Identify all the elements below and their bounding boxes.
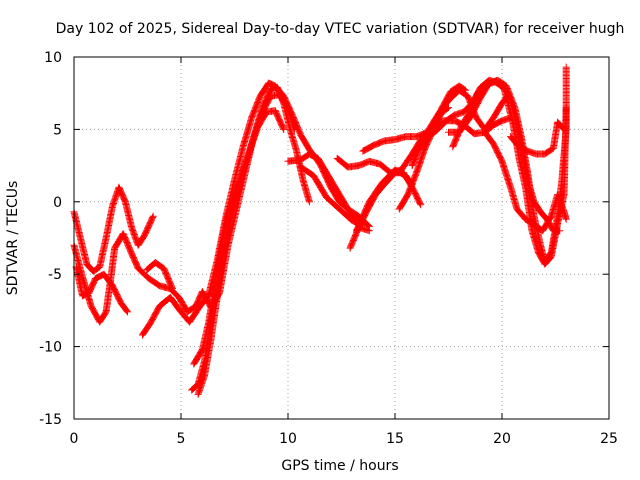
series-track-7 (194, 107, 288, 398)
data-marks (430, 82, 470, 129)
series-track-8 (190, 191, 238, 368)
plot-frame (73, 56, 610, 420)
data-marks (481, 128, 570, 235)
x-tick-label: 0 (70, 431, 79, 447)
y-tick-label: -15 (39, 412, 62, 428)
data-marks (143, 259, 176, 293)
series-track-21 (408, 76, 502, 170)
x-tick-label: 5 (177, 431, 186, 447)
y-tick-label: 0 (53, 195, 62, 211)
data-marks (507, 118, 568, 158)
data-marks (353, 166, 416, 235)
data-series (70, 63, 570, 398)
series-track-10 (297, 163, 367, 229)
series-track-5 (143, 259, 176, 293)
y-axis-label: SDTVAR / TECUs (5, 181, 21, 296)
data-marks (297, 163, 367, 229)
grid (74, 57, 609, 419)
data-marks (408, 76, 502, 170)
axis-ticks: 0 5 10 15 20 25 -15 -10 -5 0 5 10 (39, 50, 618, 447)
data-marks (194, 107, 288, 398)
y-tick-label: 5 (53, 122, 62, 138)
series-track-16 (430, 82, 470, 129)
y-tick-label: -5 (48, 267, 62, 283)
y-tick-label: -10 (39, 340, 62, 356)
x-tick-label: 15 (386, 431, 404, 447)
data-marks (72, 263, 131, 316)
series-track-19 (507, 118, 568, 158)
x-tick-label: 10 (279, 431, 297, 447)
data-marks (190, 191, 238, 368)
x-tick-label: 25 (600, 431, 618, 447)
y-tick-label: 10 (44, 50, 62, 66)
x-tick-label: 20 (493, 431, 511, 447)
chart-title: Day 102 of 2025, Sidereal Day-to-day VTE… (56, 21, 625, 37)
series-track-13 (353, 166, 416, 235)
series-track-3 (72, 263, 131, 316)
x-axis-label: GPS time / hours (281, 458, 398, 474)
series-track-20 (481, 128, 570, 235)
